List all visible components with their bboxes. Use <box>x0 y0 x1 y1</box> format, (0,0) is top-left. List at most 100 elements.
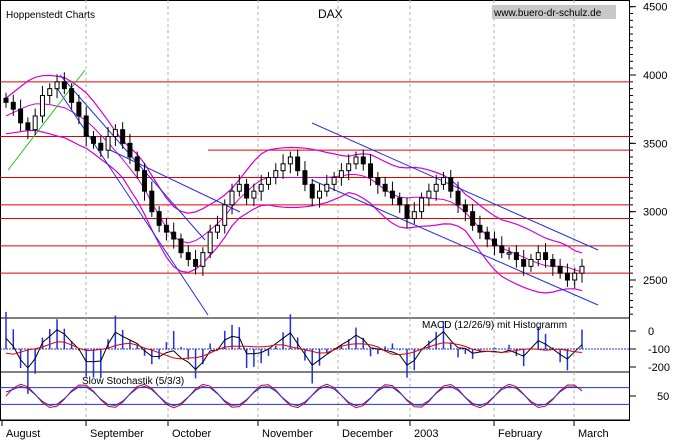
trend-channels <box>7 69 599 316</box>
candle-body <box>513 252 519 261</box>
candle-body <box>32 115 38 131</box>
candle-body <box>572 272 578 281</box>
website-label: www.buero-dr-schulz.de <box>493 8 602 19</box>
candle-body <box>69 88 75 103</box>
uptrend-line <box>7 69 86 171</box>
website-badge <box>492 5 616 19</box>
candle-body <box>535 252 541 261</box>
candle-body <box>404 204 410 219</box>
candle-body <box>61 81 67 90</box>
trend-channel-line <box>311 122 599 251</box>
candle-body <box>171 231 177 240</box>
candle-body <box>477 224 483 233</box>
candle-body <box>54 81 60 90</box>
candle-body <box>564 272 570 281</box>
month-tick-label: November <box>262 428 313 440</box>
month-axis: August September October November December 20… <box>1 420 609 440</box>
candle-body <box>470 211 476 226</box>
candle-body <box>222 204 228 226</box>
month-tick-label: 2003 <box>414 428 438 440</box>
macd-panel: 0 -100 -200 <box>0 311 670 394</box>
candle-body <box>433 183 439 192</box>
macd-signal-line <box>5 341 583 360</box>
candle-body <box>506 252 512 255</box>
candle-body <box>207 231 213 254</box>
candle-body <box>462 204 468 213</box>
candle-body <box>229 190 235 206</box>
bollinger-upper-band <box>5 74 583 254</box>
candle-body <box>419 197 425 213</box>
candle-body <box>317 190 323 199</box>
candle-body <box>389 190 395 199</box>
candle-body <box>287 156 293 165</box>
candle-body <box>98 142 104 151</box>
macd-tick-label: -200 <box>648 362 670 374</box>
candle-body <box>375 177 381 185</box>
candle-body <box>142 170 148 192</box>
candle-body <box>178 238 184 254</box>
price-tick-label: 2500 <box>643 275 667 287</box>
candle-body <box>39 95 45 117</box>
month-tick-label: December <box>342 428 393 440</box>
candle-body <box>360 156 366 165</box>
candle-body <box>112 129 118 138</box>
candle-body <box>134 156 140 172</box>
candle-body <box>214 224 220 233</box>
candle-body <box>185 252 191 261</box>
candle-body <box>127 142 133 158</box>
candle-body <box>324 183 330 192</box>
stochastic-panel: 50 <box>0 383 669 409</box>
candle-body <box>149 190 155 213</box>
candle-body <box>346 163 352 172</box>
candle-body <box>193 259 199 267</box>
candle-body <box>368 163 374 178</box>
candle-body <box>353 156 359 165</box>
candle-body <box>295 156 301 172</box>
candle-body <box>18 108 24 124</box>
chart-title: DAX <box>318 7 343 21</box>
candle-body <box>258 183 264 192</box>
trend-channel-line <box>54 84 209 316</box>
month-tick-label: September <box>90 428 144 440</box>
candle-body <box>47 88 53 96</box>
candle-body <box>455 190 461 206</box>
candle-body <box>244 183 250 199</box>
stochastic-tick-label: 50 <box>657 391 669 403</box>
candle-body <box>83 115 89 137</box>
candle-body <box>120 129 126 144</box>
month-tick-label: August <box>6 428 40 440</box>
price-tick-label: 4500 <box>643 2 667 14</box>
candle-body <box>557 265 563 274</box>
candle-body <box>426 190 432 199</box>
trend-channel-line <box>109 149 241 213</box>
candle-body <box>156 211 162 226</box>
month-tick-label: March <box>578 428 609 440</box>
candle-body <box>25 122 31 131</box>
price-axis: 4500 4000 3500 3000 2500 <box>630 2 667 315</box>
candle-body <box>163 224 169 233</box>
candle-body <box>309 183 315 199</box>
trend-channel-line <box>311 179 599 306</box>
candle-body <box>251 190 257 199</box>
candle-body <box>543 252 549 261</box>
plot-frame <box>0 0 630 421</box>
candle-body <box>528 259 534 267</box>
candle-body <box>302 170 308 185</box>
candle-body <box>499 245 505 254</box>
candle-body <box>280 163 286 172</box>
candle-body <box>200 252 206 267</box>
grid-layer <box>85 0 575 420</box>
bollinger-lower-band <box>5 129 583 294</box>
month-tick-label: October <box>172 428 211 440</box>
candle-body <box>236 183 242 192</box>
candle-body <box>331 177 337 185</box>
candle-body <box>265 177 271 185</box>
price-tick-label: 3500 <box>643 138 667 150</box>
trend-channel-line <box>59 74 206 241</box>
candlesticks <box>3 72 585 289</box>
candle-body <box>484 231 490 240</box>
stochastic-label: Slow Stochastik (5/3/3) <box>82 376 184 387</box>
candle-body <box>338 170 344 179</box>
macd-tick-label: -100 <box>648 344 670 356</box>
